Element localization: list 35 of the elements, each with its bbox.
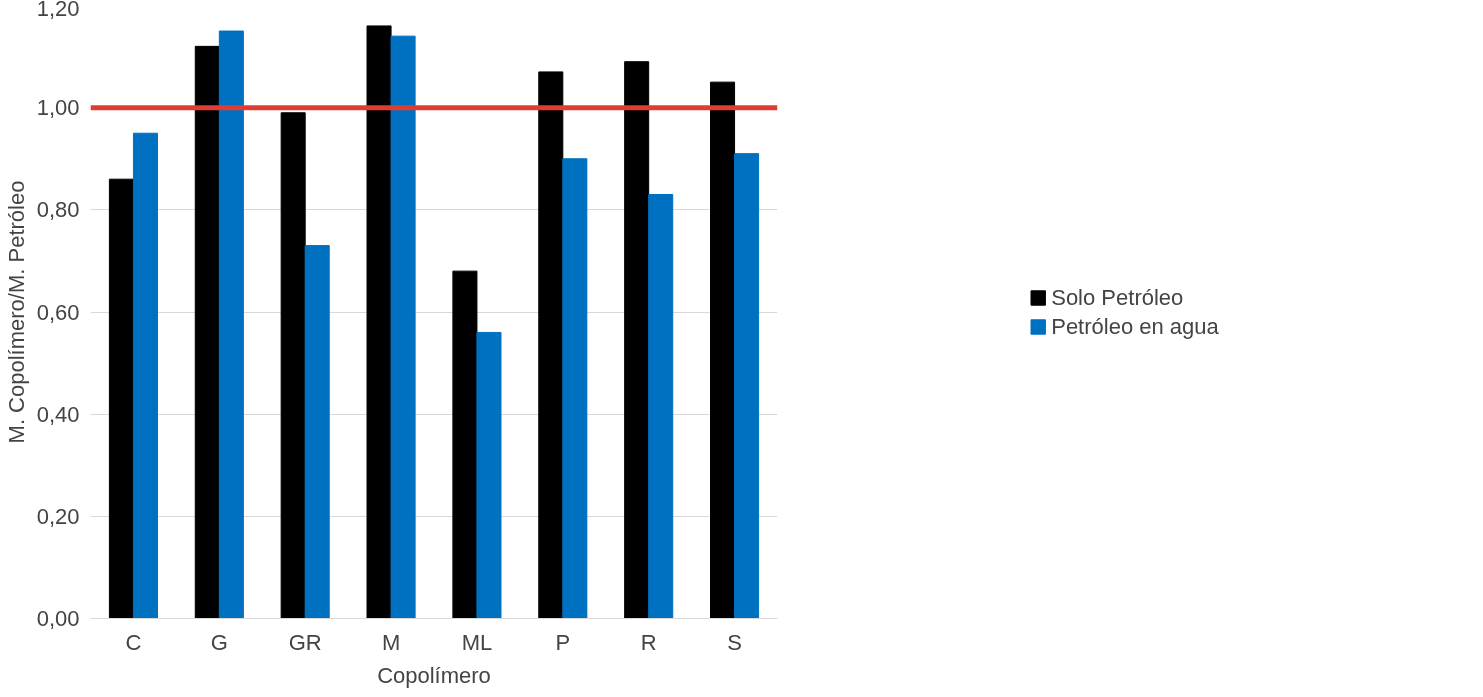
bar bbox=[366, 25, 392, 619]
x-tick-label: C bbox=[125, 629, 142, 655]
legend-label: Solo Petróleo bbox=[1051, 284, 1184, 310]
bar bbox=[562, 158, 588, 619]
x-tick-label: GR bbox=[288, 629, 322, 655]
bar bbox=[390, 35, 416, 619]
bar bbox=[194, 45, 220, 619]
bar bbox=[304, 245, 330, 619]
y-tick-label: 1,00 bbox=[36, 95, 80, 121]
y-axis-title: M. Copolímero/M. Petróleo bbox=[3, 180, 29, 444]
bar bbox=[218, 30, 244, 619]
y-tick-label: 0,40 bbox=[36, 401, 80, 427]
y-tick-label: 0,80 bbox=[36, 197, 80, 223]
bar bbox=[476, 331, 502, 619]
x-tick-label: S bbox=[727, 629, 742, 655]
bar bbox=[538, 71, 564, 619]
bar bbox=[280, 112, 306, 619]
bar bbox=[710, 81, 736, 619]
bar bbox=[108, 178, 134, 619]
y-tick-label: 0,00 bbox=[36, 606, 80, 631]
bar bbox=[452, 270, 478, 619]
bar bbox=[734, 153, 760, 619]
y-tick-label: 1,20 bbox=[36, 0, 80, 21]
bar bbox=[624, 61, 650, 619]
legend-label: Petróleo en agua bbox=[1051, 313, 1219, 339]
x-tick-label: ML bbox=[461, 629, 493, 655]
x-tick-label: M bbox=[381, 629, 401, 655]
x-axis-title: Copolímero bbox=[377, 662, 491, 688]
x-tick-label: G bbox=[210, 629, 228, 655]
bar bbox=[132, 132, 158, 619]
bar bbox=[648, 194, 674, 619]
x-tick-label: R bbox=[640, 629, 657, 655]
x-tick-label: P bbox=[555, 629, 571, 655]
y-tick-label: 0,60 bbox=[36, 299, 80, 325]
y-tick-label: 0,20 bbox=[36, 503, 80, 529]
